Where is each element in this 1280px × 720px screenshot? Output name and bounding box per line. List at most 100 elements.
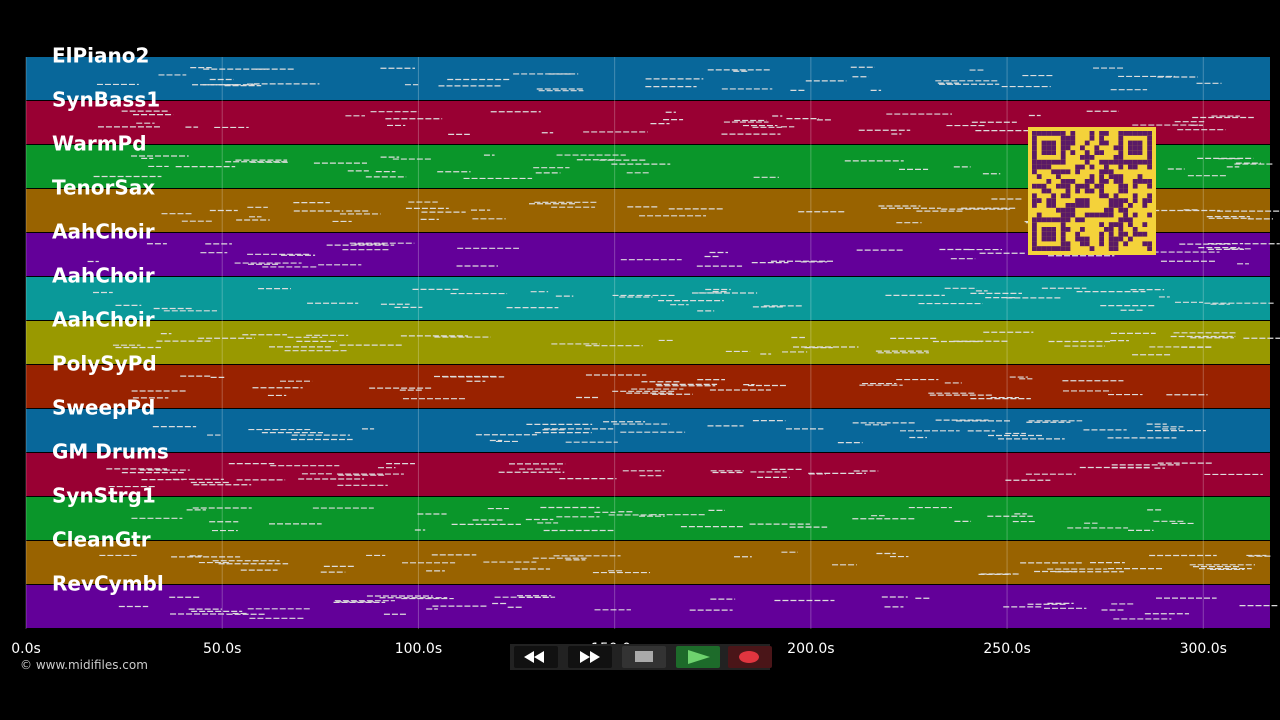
track-name: CleanGtr — [52, 528, 151, 552]
qr-module — [1070, 212, 1076, 218]
qr-module — [1099, 135, 1104, 141]
track-lane — [26, 409, 1270, 452]
qr-module — [1080, 241, 1085, 247]
qr-module — [1137, 174, 1143, 179]
qr-module — [1075, 164, 1080, 170]
qr-module — [1032, 183, 1037, 189]
qr-module — [1084, 159, 1090, 165]
play-icon — [688, 650, 710, 664]
qr-module — [1104, 131, 1109, 136]
qr-module — [1041, 188, 1047, 194]
qr-module — [1036, 131, 1042, 136]
qr-module — [1070, 179, 1076, 184]
qr-module — [1046, 150, 1052, 155]
qr-module — [1056, 217, 1061, 223]
track-lane — [26, 497, 1270, 540]
qr-module — [1041, 164, 1047, 170]
qr-module — [1032, 155, 1037, 160]
qr-module — [1108, 212, 1114, 218]
qr-module — [1065, 169, 1071, 175]
qr-module — [1070, 131, 1076, 136]
qr-module — [1046, 198, 1052, 203]
qr-module — [1051, 246, 1056, 251]
qr-module — [1132, 198, 1138, 203]
stop-button[interactable] — [622, 646, 666, 668]
qr-module — [1118, 231, 1124, 237]
qr-module — [1051, 198, 1056, 203]
x-tick-label: 50.0s — [203, 641, 241, 657]
qr-module — [1075, 217, 1080, 223]
qr-module — [1094, 183, 1100, 189]
qr-module — [1108, 203, 1114, 208]
qr-module — [1046, 179, 1052, 184]
credit: © www.midifiles.com — [20, 658, 148, 672]
track-name: SynStrg1 — [52, 484, 156, 508]
qr-module — [1118, 145, 1124, 151]
track-name: AahChoir — [52, 220, 155, 244]
qr-module — [1118, 135, 1124, 141]
x-tick-label: 0.0s — [11, 641, 41, 657]
qr-module — [1132, 145, 1138, 151]
qr-module — [1118, 159, 1124, 165]
qr-module — [1108, 207, 1114, 213]
qr-module — [1108, 198, 1114, 203]
qr-module — [1137, 145, 1143, 151]
qr-module — [1032, 150, 1037, 155]
qr-module — [1065, 188, 1071, 194]
qr-module — [1032, 159, 1037, 165]
qr-module — [1051, 227, 1056, 232]
qr-module — [1132, 183, 1138, 189]
qr-module — [1118, 227, 1124, 232]
qr-module — [1041, 140, 1047, 146]
qr-module — [1123, 188, 1128, 194]
qr-module — [1065, 179, 1071, 184]
transport-controls — [510, 644, 772, 670]
qr-module — [1046, 131, 1052, 136]
qr-module — [1041, 150, 1047, 155]
qr-module — [1113, 193, 1119, 199]
qr-module — [1104, 164, 1109, 170]
qr-module — [1036, 212, 1042, 218]
record-button[interactable] — [728, 646, 772, 668]
track-name: AahChoir — [52, 264, 155, 288]
play-button[interactable] — [676, 646, 720, 668]
forward-icon — [580, 651, 600, 663]
qr-module — [1070, 140, 1076, 146]
qr-module — [1099, 131, 1104, 136]
stop-icon — [635, 651, 653, 662]
qr-module — [1099, 212, 1104, 218]
qr-module — [1142, 131, 1148, 136]
qr-module — [1099, 193, 1104, 199]
qr-module — [1099, 150, 1104, 155]
qr-module — [1046, 231, 1052, 237]
qr-module — [1099, 222, 1104, 227]
qr-module — [1065, 241, 1071, 247]
qr-module — [1060, 140, 1066, 146]
qr-module — [1046, 236, 1052, 242]
qr-module — [1137, 150, 1143, 155]
qr-module — [1060, 246, 1066, 251]
forward-button[interactable] — [568, 646, 612, 668]
qr-module — [1036, 174, 1042, 179]
qr-module — [1032, 241, 1037, 247]
qr-module — [1113, 179, 1119, 184]
qr-module — [1113, 198, 1119, 203]
qr-module — [1147, 179, 1152, 184]
qr-module — [1060, 183, 1066, 189]
qr-module — [1065, 183, 1071, 189]
qr-module — [1051, 150, 1056, 155]
rewind-button[interactable] — [514, 646, 558, 668]
qr-module — [1108, 222, 1114, 227]
qr-module — [1099, 231, 1104, 237]
qr-module — [1060, 155, 1066, 160]
qr-module — [1142, 231, 1148, 237]
qr-module — [1084, 140, 1090, 146]
qr-module — [1046, 145, 1052, 151]
qr-module — [1060, 212, 1066, 218]
qr-module — [1123, 183, 1128, 189]
qr-module — [1132, 159, 1138, 165]
qr-module — [1142, 203, 1148, 208]
qr-module — [1065, 207, 1071, 213]
qr-module — [1032, 164, 1037, 170]
